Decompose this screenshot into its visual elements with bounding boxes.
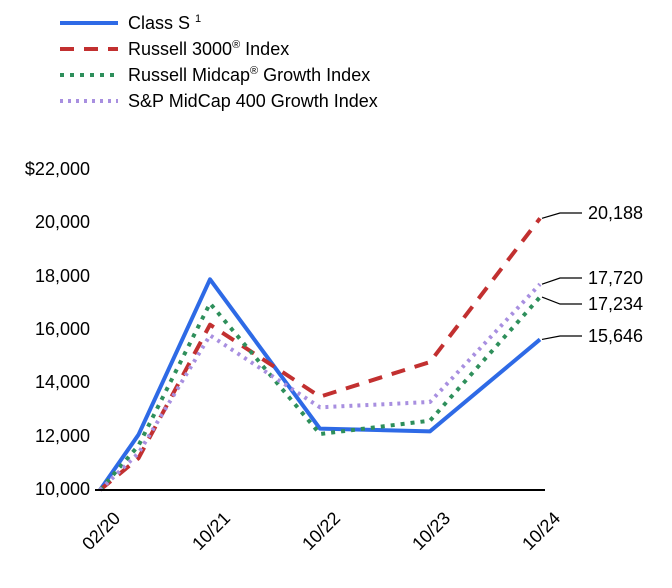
series-end-label: 15,646 <box>588 326 643 347</box>
y-tick-label: 14,000 <box>10 372 90 393</box>
series-end-label: 20,188 <box>588 203 643 224</box>
y-tick-label: 18,000 <box>10 266 90 287</box>
leader-line <box>542 278 582 284</box>
y-tick-label: 10,000 <box>10 479 90 500</box>
y-tick-label: 16,000 <box>10 319 90 340</box>
chart-root: { "chart": { "type": "line", "width": 67… <box>0 0 672 588</box>
y-tick-label: $22,000 <box>10 159 90 180</box>
leader-line <box>542 213 582 218</box>
leader-line <box>542 297 582 304</box>
y-tick-label: 20,000 <box>10 212 90 233</box>
plot-area <box>0 0 672 588</box>
series-end-label: 17,720 <box>588 268 643 289</box>
y-tick-label: 12,000 <box>10 426 90 447</box>
series-end-label: 17,234 <box>588 294 643 315</box>
series-line <box>100 279 540 490</box>
leader-line <box>542 336 582 339</box>
